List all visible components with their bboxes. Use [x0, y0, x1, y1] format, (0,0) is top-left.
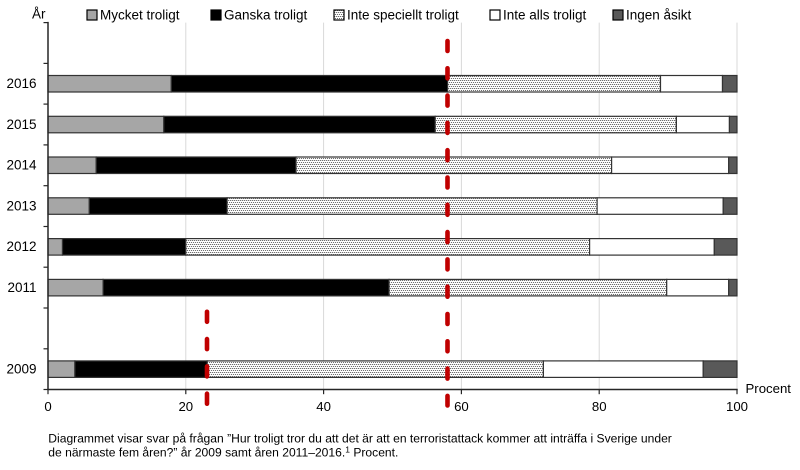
svg-text:Procent: Procent — [746, 381, 792, 396]
svg-text:Mycket troligt: Mycket troligt — [100, 8, 180, 23]
svg-text:de närmaste fem åren?” år 2009: de närmaste fem åren?” år 2009 samt åren… — [48, 444, 398, 459]
svg-text:2009: 2009 — [6, 362, 36, 377]
svg-text:60: 60 — [454, 399, 469, 414]
svg-text:Ingen åsikt: Ingen åsikt — [626, 8, 692, 23]
svg-text:Inte speciellt troligt: Inte speciellt troligt — [347, 8, 459, 23]
svg-text:Ganska troligt: Ganska troligt — [224, 8, 308, 23]
svg-text:20: 20 — [178, 399, 193, 414]
svg-text:80: 80 — [592, 399, 607, 414]
svg-text:2015: 2015 — [6, 117, 36, 132]
svg-text:2016: 2016 — [6, 76, 36, 91]
svg-text:40: 40 — [316, 399, 331, 414]
svg-text:2014: 2014 — [6, 158, 37, 173]
svg-text:2011: 2011 — [7, 280, 36, 295]
svg-text:100: 100 — [726, 399, 748, 414]
svg-text:År: År — [32, 7, 46, 22]
svg-text:Inte alls troligt: Inte alls troligt — [503, 8, 587, 23]
svg-text:Diagrammet visar svar på fråga: Diagrammet visar svar på frågan ”Hur tro… — [48, 432, 672, 446]
svg-text:2012: 2012 — [6, 239, 36, 254]
svg-text:2013: 2013 — [6, 198, 36, 213]
svg-text:0: 0 — [44, 399, 51, 414]
